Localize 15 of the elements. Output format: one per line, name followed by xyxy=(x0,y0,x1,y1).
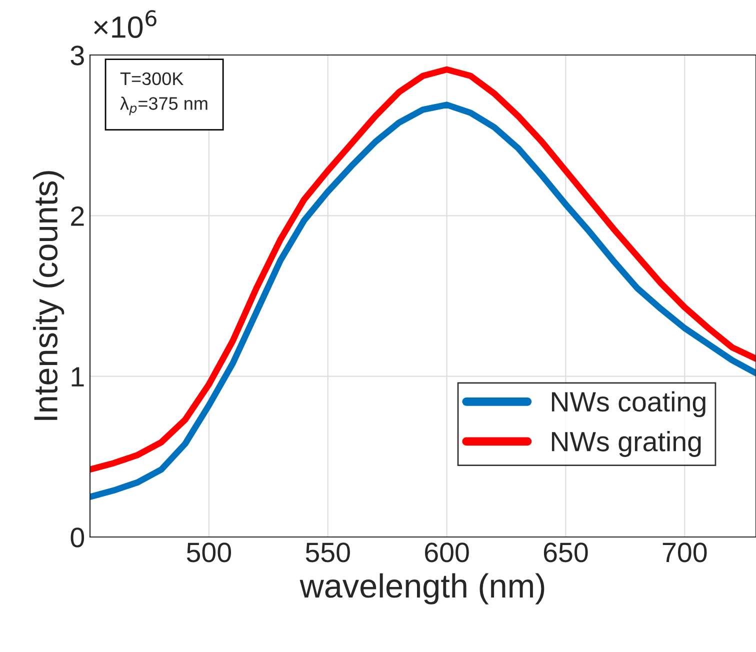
y-tick-label: 0 xyxy=(70,528,84,548)
y-tick-label: 1 xyxy=(72,367,84,386)
x-tick-label: 600 xyxy=(425,542,469,562)
x-axis-title: wavelength (nm) xyxy=(300,573,544,604)
legend-label: NWs grating xyxy=(552,431,701,457)
x-tick-label: 500 xyxy=(186,542,232,562)
text: ×10$^{6}$ xyxy=(94,10,156,38)
y-tick-label: 3 xyxy=(70,46,84,66)
y-tick-label: 2 xyxy=(71,206,84,226)
x-tick-label: 700 xyxy=(662,542,707,562)
x-tick-label: 650 xyxy=(544,542,588,562)
y-axis-title: Intensity (counts) xyxy=(33,171,64,420)
x-tick-label: 550 xyxy=(306,542,350,562)
annotation: T=300K λ$_{p}$=375 nm xyxy=(120,72,208,116)
legend-label: NWs coating xyxy=(552,391,706,418)
